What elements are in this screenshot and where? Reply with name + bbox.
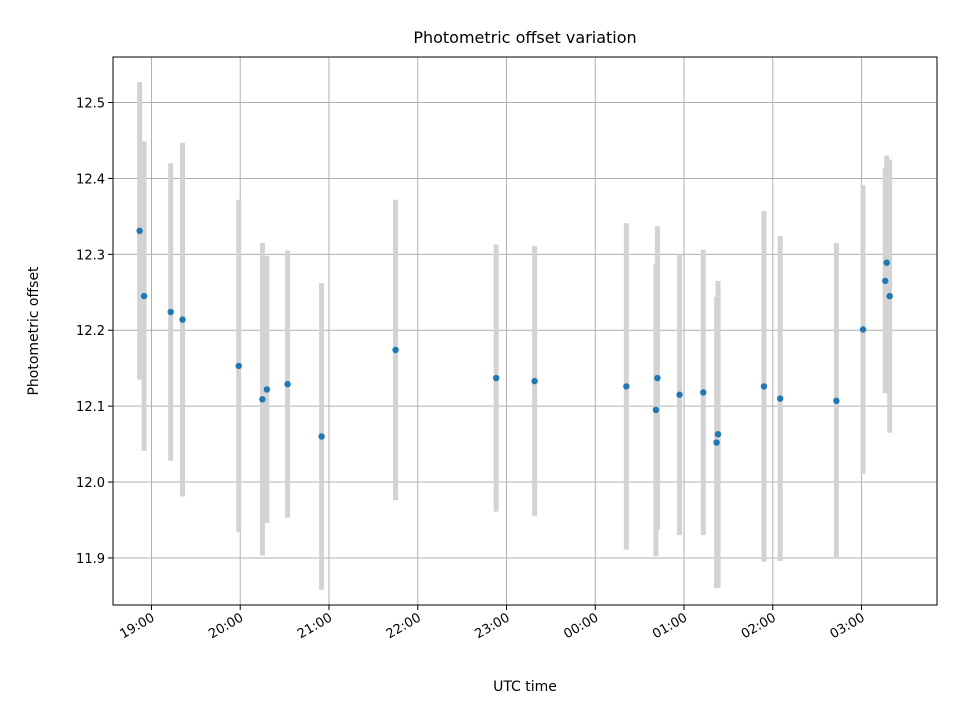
plot-frame — [112, 56, 938, 606]
data-point — [136, 227, 143, 235]
data-point — [700, 389, 707, 396]
data-point — [654, 374, 661, 382]
data-point — [179, 316, 186, 323]
data-point — [392, 346, 399, 354]
data-point — [259, 396, 266, 403]
data-point — [235, 362, 242, 370]
chart-title: Photometric offset variation — [413, 28, 636, 47]
y-axis-ticks: 11.9 12.0 12.1 12.2 12.3 12.4 12.5 — [76, 97, 113, 567]
data-point — [140, 292, 148, 300]
data-point — [167, 308, 174, 316]
data-point — [492, 374, 500, 382]
data-point — [883, 259, 890, 266]
data-point — [886, 292, 893, 300]
data-point — [714, 431, 722, 438]
data-point — [531, 377, 538, 385]
y-tick-label: 12.1 — [76, 400, 105, 415]
y-tick-label: 12.5 — [76, 97, 105, 112]
plot-area — [113, 57, 937, 605]
data-point — [263, 386, 271, 393]
data-point — [776, 395, 784, 402]
data-point — [676, 391, 683, 398]
data-point — [284, 380, 291, 388]
x-axis-label: UTC time — [493, 679, 557, 695]
data-point — [713, 439, 720, 446]
data-point — [882, 277, 889, 285]
data-point — [318, 433, 325, 440]
y-tick-label: 12.2 — [76, 324, 105, 339]
data-point — [760, 383, 768, 390]
data-point — [859, 326, 867, 333]
y-tick-label: 12.3 — [76, 248, 105, 263]
y-tick-label: 11.9 — [76, 552, 105, 567]
data-point — [833, 397, 840, 405]
y-tick-label: 12.0 — [76, 476, 105, 491]
data-points — [136, 227, 893, 446]
y-axis-label: Photometric offset — [26, 266, 42, 396]
grid — [113, 57, 937, 605]
data-point — [623, 383, 630, 390]
y-tick-label: 12.4 — [76, 172, 105, 187]
data-point — [652, 406, 660, 414]
